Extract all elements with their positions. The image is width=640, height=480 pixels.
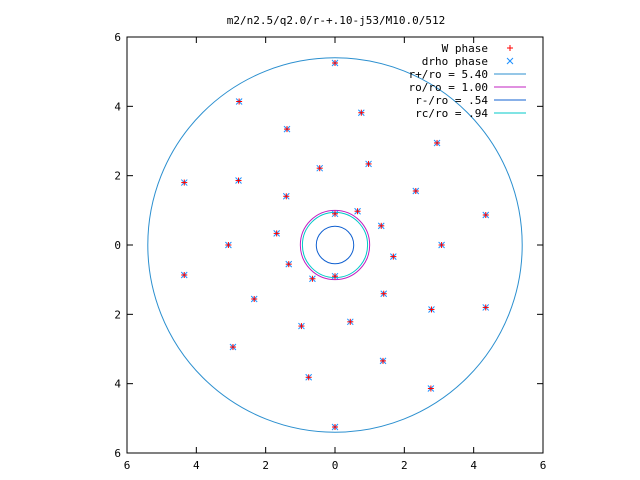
y-tick-label: 6 xyxy=(114,447,121,460)
w-phase-point xyxy=(434,139,441,146)
y-tick-label: 4 xyxy=(114,378,121,391)
w-phase-point xyxy=(225,242,232,248)
w-phase-point xyxy=(428,306,435,313)
legend-marker-plus xyxy=(507,45,513,51)
legend-label: r+/ro = 5.40 xyxy=(409,68,488,81)
w-phase-point xyxy=(365,160,372,167)
legend-marker-cross xyxy=(506,57,514,65)
legend-label: rc/ro = .94 xyxy=(415,107,488,120)
y-tick-label: 2 xyxy=(114,308,121,321)
w-phase-point xyxy=(354,208,361,215)
reference-circle xyxy=(315,225,355,265)
x-tick-label: 0 xyxy=(332,459,339,472)
reference-circle xyxy=(147,57,523,433)
y-tick-label: 0 xyxy=(114,239,121,252)
w-phase-point xyxy=(482,212,489,219)
w-phase-point xyxy=(309,275,316,282)
x-tick-label: 2 xyxy=(262,459,269,472)
w-phase-point xyxy=(332,273,338,280)
w-phase-point xyxy=(332,424,338,430)
axis-ticks xyxy=(126,36,544,454)
y-tick-label: 2 xyxy=(114,170,121,183)
w-phase-point xyxy=(380,357,387,364)
y-tick-label: 6 xyxy=(114,31,121,44)
w-phase-point xyxy=(332,60,338,66)
x-tick-label: 4 xyxy=(470,459,477,472)
w-phase-point xyxy=(236,98,243,105)
w-phase-point xyxy=(412,188,419,195)
w-phase-point xyxy=(332,210,338,217)
w-phase-point xyxy=(235,177,242,184)
legend-label: drho phase xyxy=(422,55,488,68)
w-phase-point xyxy=(305,374,312,381)
reference-circle xyxy=(301,211,369,279)
legend-label: W phase xyxy=(442,42,488,55)
w-phase-point xyxy=(283,193,290,200)
chart-title: m2/n2.5/q2.0/r-+.10-j53/M10.0/512 xyxy=(227,14,446,27)
y-tick-label: 4 xyxy=(114,100,121,113)
x-tick-label: 4 xyxy=(193,459,200,472)
w-phase-point xyxy=(482,304,489,311)
legend-label: r-/ro = .54 xyxy=(415,94,488,107)
w-phase-point xyxy=(298,323,305,330)
x-tick-label: 6 xyxy=(540,459,547,472)
w-phase-point xyxy=(283,126,290,133)
legend-label: ro/ro = 1.00 xyxy=(409,81,488,94)
w-phase-point xyxy=(273,230,280,237)
w-phase-point xyxy=(380,290,387,297)
x-tick-label: 6 xyxy=(124,459,131,472)
phase-points xyxy=(180,59,490,431)
w-phase-point xyxy=(285,261,292,268)
w-phase-point xyxy=(229,344,236,351)
w-phase-point xyxy=(251,295,258,302)
w-phase-point xyxy=(181,179,188,186)
w-phase-point xyxy=(378,222,385,229)
w-phase-point xyxy=(438,242,445,248)
w-phase-point xyxy=(358,109,365,116)
w-phase-point xyxy=(347,318,354,325)
w-phase-point xyxy=(316,165,323,172)
reference-circle xyxy=(299,209,371,281)
w-phase-point xyxy=(181,271,188,278)
w-phase-point xyxy=(427,385,434,392)
w-phase-point xyxy=(390,253,397,260)
x-tick-label: 2 xyxy=(401,459,408,472)
